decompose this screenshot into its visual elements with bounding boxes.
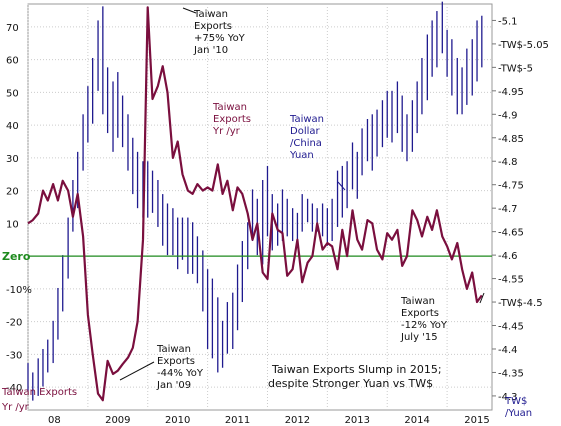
latest-pointer bbox=[479, 292, 485, 304]
right-tick-label: -4.35 bbox=[498, 368, 524, 379]
plot-frame bbox=[27, 3, 493, 411]
x-tick-label: 2015 bbox=[464, 415, 489, 426]
x-tick-label: 2011 bbox=[225, 415, 250, 426]
right-tick-label: -4.65 bbox=[498, 228, 524, 239]
annotation-line: Exports bbox=[157, 356, 195, 367]
annotation-line: -44% YoY bbox=[157, 368, 204, 379]
annotation-line: Jan '09 bbox=[156, 380, 191, 391]
annotation-line: Taiwan bbox=[289, 114, 324, 125]
annotation-line: July '15 bbox=[400, 332, 438, 343]
right-tick-label: -TW$-5 bbox=[498, 63, 533, 74]
annotation-line: Taiwan bbox=[156, 344, 191, 355]
annotation-peak: Taiwan Exports +75% YoY Jan '10 bbox=[193, 9, 246, 56]
fx-pointer bbox=[337, 181, 346, 191]
exports-series bbox=[27, 6, 483, 402]
left-axis-title: Taiwan Exports bbox=[1, 387, 77, 398]
annotation-line: Yuan bbox=[289, 150, 314, 161]
right-tick-label: -4.8 bbox=[498, 157, 518, 168]
right-tick-label: -TW$-5.05 bbox=[498, 40, 549, 51]
right-axis: -5.1 -TW$-5.05 -TW$-5 -4.95 -4.9 -4.85 -4.8 -4.… bbox=[492, 16, 549, 403]
left-tick-label: 70 bbox=[6, 23, 19, 34]
left-axis-title-line2: Yr /yr bbox=[1, 402, 30, 413]
right-tick-label: -4.95 bbox=[498, 87, 524, 98]
right-tick-label: -4.7 bbox=[498, 204, 518, 215]
right-tick-label: -4.45 bbox=[498, 322, 524, 333]
x-tick-label: 2009 bbox=[105, 415, 130, 426]
annotation-line: Taiwan bbox=[193, 9, 228, 20]
right-axis-title: TW$ bbox=[504, 396, 527, 407]
zero-line-group: Zero bbox=[2, 250, 492, 263]
chart-subtitle: despite Stronger Yuan vs TW$ bbox=[268, 377, 433, 390]
left-tick-label: -20 bbox=[6, 318, 22, 329]
right-tick-label: -4.75 bbox=[498, 181, 524, 192]
right-tick-label: -4.6 bbox=[498, 251, 518, 262]
annotation-line: Dollar bbox=[290, 126, 321, 137]
x-axis: 08 2009 2010 2011 2012 2013 2014 2015 bbox=[48, 415, 490, 426]
right-tick-label: -4.9 bbox=[498, 110, 518, 121]
left-tick-label: 60 bbox=[6, 56, 19, 67]
left-tick-label: -40 bbox=[6, 383, 22, 394]
left-tick-label: 50 bbox=[6, 88, 19, 99]
annotation-series-fx: Taiwan Dollar/China Yuan bbox=[289, 114, 324, 161]
annotation-line: -12% YoY bbox=[401, 320, 448, 331]
trough-pointer bbox=[119, 361, 155, 381]
right-tick-label: -4.55 bbox=[498, 275, 524, 286]
grid-layer bbox=[27, 3, 493, 411]
right-tick-label: -TW$-4.5 bbox=[498, 298, 543, 309]
annotation-line: Taiwan bbox=[212, 102, 247, 113]
annotation-series-exports: Taiwan Exports Yr /yr bbox=[212, 102, 251, 137]
left-tick-label: 10 bbox=[6, 219, 19, 230]
annotation-line: +75% YoY bbox=[194, 33, 246, 44]
left-axis: 70 60 50 40 30 20 10 -10% -20 -30 -40 bbox=[6, 23, 32, 394]
annotation-line: Exports bbox=[213, 114, 251, 125]
x-tick-label: 2010 bbox=[165, 415, 190, 426]
annotation-line: Exports bbox=[194, 21, 232, 32]
annotation-line: Yr /yr bbox=[212, 126, 241, 137]
fx-series bbox=[27, 1, 483, 401]
left-tick-label: 20 bbox=[6, 187, 19, 198]
annotation-latest: Taiwan Exports -12% YoY July '15 bbox=[400, 296, 448, 343]
left-tick-label: -10% bbox=[6, 285, 32, 296]
left-tick-label: 30 bbox=[6, 154, 19, 165]
annotation-line: Jan '10 bbox=[193, 45, 228, 56]
right-tick-label: -4.4 bbox=[498, 345, 518, 356]
annotation-trough: Taiwan Exports -44% YoY Jan '09 bbox=[156, 344, 204, 391]
right-axis-title-line2: /Yuan bbox=[505, 408, 532, 419]
peak-pointer bbox=[182, 7, 197, 14]
zero-label: Zero bbox=[2, 250, 31, 263]
left-tick-label: -30 bbox=[6, 350, 22, 361]
right-tick-label: -5.1 bbox=[498, 16, 518, 27]
left-tick-label: 40 bbox=[6, 121, 19, 132]
x-tick-label: 2014 bbox=[404, 415, 429, 426]
right-tick-label: -4.85 bbox=[498, 134, 524, 145]
annotation-line: /China bbox=[290, 138, 322, 149]
chart-title: Taiwan Exports Slump in 2015; bbox=[271, 363, 442, 376]
annotation-line: Exports bbox=[401, 308, 439, 319]
annotation-line: Taiwan bbox=[400, 296, 435, 307]
x-tick-label: 2012 bbox=[285, 415, 310, 426]
exports-line bbox=[27, 6, 483, 402]
right-tick-label: -4.3 bbox=[498, 392, 518, 403]
x-tick-label: 2013 bbox=[345, 415, 370, 426]
x-tick-label: 08 bbox=[48, 415, 61, 426]
